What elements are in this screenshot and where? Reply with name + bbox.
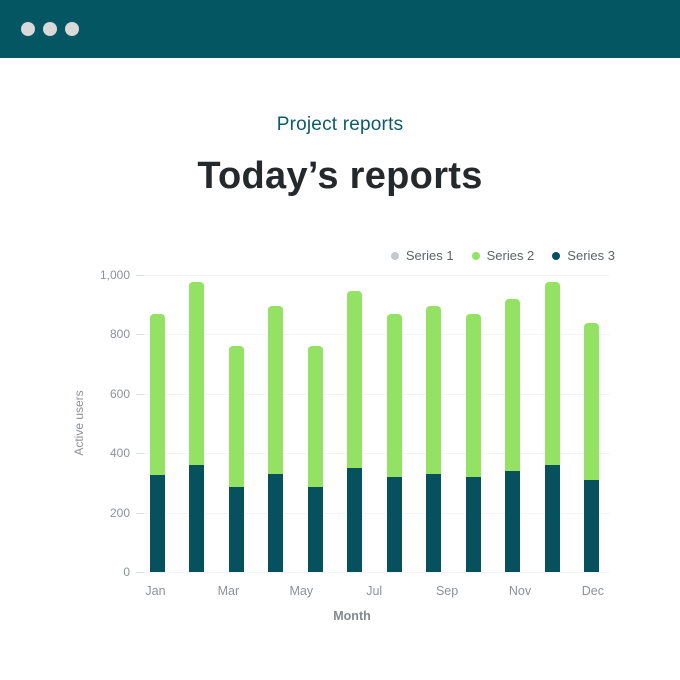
legend-item-series-1[interactable]: Series 1 xyxy=(390,248,454,263)
gridline xyxy=(143,572,610,573)
x-tick-label-dec: Dec xyxy=(581,584,605,598)
x-tick-label-jul: Jul xyxy=(366,584,383,598)
x-tick-label-nov: Nov xyxy=(508,584,532,598)
legend-label: Series 1 xyxy=(405,248,454,263)
bar-segment-feb-series-2[interactable] xyxy=(189,282,205,466)
bar-group-mar[interactable] xyxy=(228,346,244,572)
y-tick-label: 0 xyxy=(123,565,130,579)
report-category-label: Project reports xyxy=(276,114,404,135)
bar-group-apr[interactable] xyxy=(268,306,284,572)
gridline xyxy=(143,275,610,276)
y-tick-mark xyxy=(136,453,144,455)
bar-group-feb[interactable] xyxy=(189,282,205,572)
bar-segment-jan-series-3[interactable] xyxy=(150,475,165,572)
chart-legend: Series 1 Series 2 Series 3 xyxy=(390,248,615,263)
y-tick-mark xyxy=(136,334,144,336)
y-tick-label: 400 xyxy=(109,446,130,461)
bar-group-nov[interactable] xyxy=(544,282,560,572)
gridline xyxy=(143,453,610,455)
y-tick-mark xyxy=(136,572,144,573)
gridline xyxy=(143,334,610,336)
legend-item-series-2[interactable]: Series 2 xyxy=(471,248,535,263)
bar-segment-sep-series-2[interactable] xyxy=(465,313,481,477)
bar-group-oct[interactable] xyxy=(505,298,521,572)
page-title: Today’s reports xyxy=(197,155,483,197)
bar-segment-jul-series-3[interactable] xyxy=(386,476,402,572)
plot-area: 0 200 400 600 800 1,000 Jan Mar May Jul Sep Nov Dec xyxy=(100,268,610,598)
bar-segment-nov-series-2[interactable] xyxy=(544,282,560,466)
bar-segment-oct-series-3[interactable] xyxy=(505,471,521,572)
bar-segment-feb-series-3[interactable] xyxy=(189,465,205,572)
legend-dot-icon xyxy=(552,251,561,260)
y-tick-label: 800 xyxy=(109,327,130,342)
x-tick-label-mar: Mar xyxy=(217,584,240,598)
x-tick-label-jan: Jan xyxy=(145,584,166,598)
x-tick-label-sep: Sep xyxy=(435,584,459,598)
bar-segment-dec-series-3[interactable] xyxy=(583,479,599,572)
bar-group-jul[interactable] xyxy=(386,313,402,572)
bar-segment-jul-series-2[interactable] xyxy=(386,313,402,477)
window-dot-icon[interactable] xyxy=(65,22,79,36)
gridline xyxy=(143,393,610,395)
bar-segment-jun-series-2[interactable] xyxy=(347,291,363,469)
bar-group-aug[interactable] xyxy=(426,306,442,572)
bar-segment-may-series-3[interactable] xyxy=(307,487,323,572)
bar-segment-nov-series-3[interactable] xyxy=(544,465,560,572)
bar-segment-aug-series-3[interactable] xyxy=(426,474,442,572)
bar-group-sep[interactable] xyxy=(465,313,481,572)
bar-segment-oct-series-2[interactable] xyxy=(505,298,521,472)
gridline xyxy=(143,512,610,514)
legend-dot-icon xyxy=(471,251,480,260)
window-dot-icon[interactable] xyxy=(43,22,57,36)
bar-segment-mar-series-2[interactable] xyxy=(228,346,244,488)
y-axis-title: Active users xyxy=(72,390,86,456)
legend-label: Series 2 xyxy=(486,248,535,263)
bar-segment-may-series-2[interactable] xyxy=(307,346,323,488)
y-tick-label: 600 xyxy=(109,386,130,401)
y-tick-mark xyxy=(136,393,144,395)
x-axis-title: Month xyxy=(333,609,371,623)
bar-segment-jan-series-2[interactable] xyxy=(150,313,165,476)
bar-segment-dec-series-2[interactable] xyxy=(583,322,599,480)
window-dot-icon[interactable] xyxy=(21,22,35,36)
bar-segment-aug-series-2[interactable] xyxy=(426,306,442,474)
window-titlebar xyxy=(0,0,680,58)
bar-group-jun[interactable] xyxy=(347,291,363,572)
bar-segment-apr-series-3[interactable] xyxy=(268,474,284,572)
y-tick-mark xyxy=(136,275,144,276)
y-tick-label: 1,000 xyxy=(99,268,130,282)
bar-segment-jun-series-3[interactable] xyxy=(347,468,363,572)
y-tick-mark xyxy=(136,512,144,514)
bar-group-jan[interactable] xyxy=(150,313,165,572)
bar-segment-sep-series-3[interactable] xyxy=(465,476,481,572)
legend-label: Series 3 xyxy=(567,248,615,263)
x-tick-label-may: May xyxy=(289,584,314,598)
bar-segment-apr-series-2[interactable] xyxy=(268,306,284,474)
legend-dot-icon xyxy=(390,251,399,260)
bar-group-dec[interactable] xyxy=(583,322,599,572)
y-tick-label: 200 xyxy=(109,505,130,520)
bar-group-may[interactable] xyxy=(307,346,323,572)
legend-item-series-3[interactable]: Series 3 xyxy=(552,248,615,263)
bar-segment-mar-series-3[interactable] xyxy=(228,487,244,572)
